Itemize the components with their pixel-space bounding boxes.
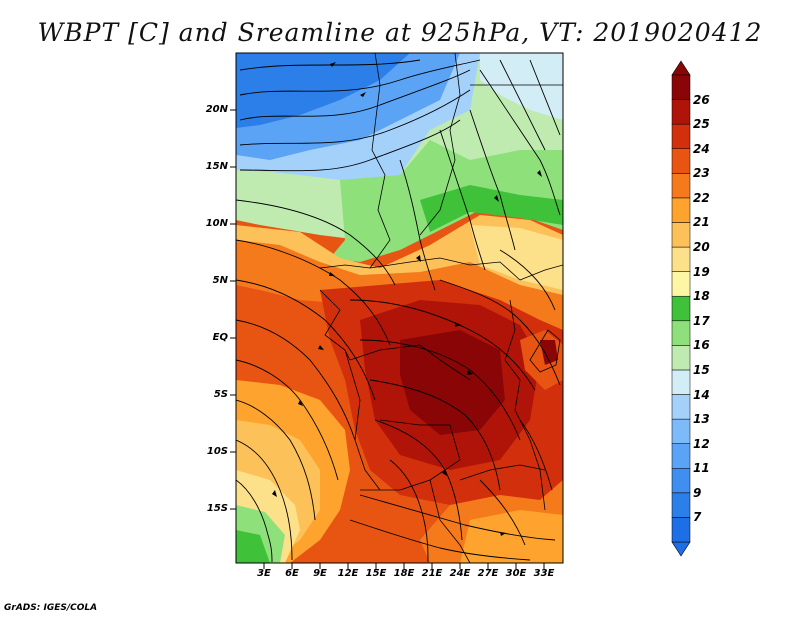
colorbar-max-arrow — [671, 60, 691, 76]
country-borders — [319, 53, 563, 563]
colorbar-swatch — [671, 492, 691, 518]
colorbar-label: 12 — [693, 436, 710, 451]
colorbar-swatch — [671, 418, 691, 444]
lat-label: 10S — [206, 446, 228, 457]
lon-label: 12E — [337, 568, 359, 579]
lon-label: 27E — [477, 568, 499, 579]
colorbar-swatch — [671, 468, 691, 494]
colorbar-label: 9 — [693, 485, 702, 500]
lat-label: 10N — [205, 218, 228, 229]
lon-label: 15E — [365, 568, 387, 579]
colorbar-swatch — [671, 74, 691, 100]
chart-title: WBPT [C] and Sreamline at 925hPa, VT: 20… — [37, 18, 763, 47]
lon-label: 21E — [421, 568, 443, 579]
credit-text: GrADS: IGES/COLA — [4, 603, 98, 613]
lat-label: 5S — [213, 389, 228, 400]
colorbar-label: 15 — [693, 362, 710, 377]
colorbar-swatch — [671, 148, 691, 174]
streamline-arrows — [272, 62, 542, 536]
colorbar-swatch — [671, 271, 691, 297]
colorbar-label: 13 — [693, 412, 710, 427]
lon-label: 33E — [533, 568, 555, 579]
map-frame — [235, 52, 564, 564]
colorbar-label: 14 — [693, 387, 710, 402]
lat-label: 20N — [205, 104, 228, 115]
colorbar-label: 20 — [693, 240, 710, 255]
colorbar-swatch — [671, 197, 691, 223]
colorbar-swatch — [671, 394, 691, 420]
colorbar-label: 24 — [693, 141, 710, 156]
colorbar-label: 16 — [693, 338, 710, 353]
lat-label: 15S — [206, 503, 228, 514]
colorbar-swatch — [671, 443, 691, 469]
lon-label: 3E — [257, 568, 271, 579]
colorbar-swatch — [671, 517, 691, 543]
colorbar-label: 25 — [693, 117, 710, 132]
colorbar-label: 11 — [693, 461, 710, 476]
colorbar-label: 7 — [693, 510, 702, 525]
colorbar-swatch — [671, 222, 691, 248]
axis-ticks — [230, 109, 545, 569]
temperature-field — [236, 53, 563, 563]
colorbar-swatch — [671, 345, 691, 371]
colorbar-label: 23 — [693, 166, 710, 181]
streamlines — [236, 59, 561, 563]
lat-label: 5N — [212, 275, 228, 286]
colorbar-swatch — [671, 123, 691, 149]
colorbar-swatch — [671, 295, 691, 322]
colorbar-label: 17 — [693, 313, 710, 328]
colorbar-swatch — [671, 320, 691, 346]
colorbar-label: 18 — [693, 289, 710, 304]
lon-label: 9E — [313, 568, 327, 579]
colorbar-label: 26 — [693, 92, 710, 107]
lat-label: 15N — [205, 161, 228, 172]
colorbar-swatch — [671, 369, 691, 395]
lat-label: EQ — [212, 332, 228, 343]
colorbar — [671, 60, 691, 557]
lon-label: 6E — [285, 568, 299, 579]
colorbar-swatch — [671, 246, 691, 272]
colorbar-label: 22 — [693, 190, 710, 205]
colorbar-label: 19 — [693, 264, 710, 279]
colorbar-min-arrow — [671, 541, 691, 557]
lon-label: 30E — [505, 568, 527, 579]
lon-label: 24E — [449, 568, 471, 579]
lon-label: 18E — [393, 568, 415, 579]
colorbar-swatch — [671, 173, 691, 199]
colorbar-label: 21 — [693, 215, 710, 230]
colorbar-swatch — [671, 99, 691, 125]
